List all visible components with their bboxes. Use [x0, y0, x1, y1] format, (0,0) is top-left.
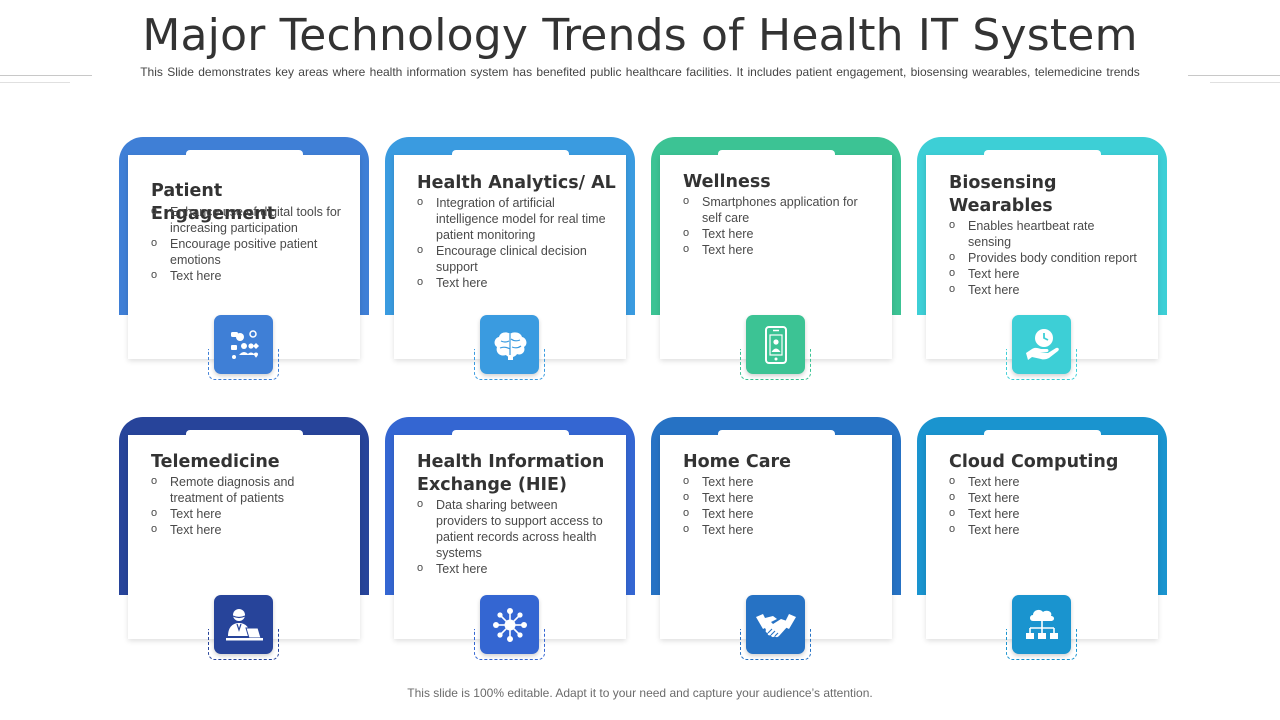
page-subtitle: This Slide demonstrates key areas where … [92, 65, 1188, 79]
card-telemedicine: Telemedicine Remote diagnosis and treatm… [119, 417, 369, 665]
bullet-item: Integration of artificial intelligence m… [417, 194, 607, 243]
bullet-item: Text here [683, 225, 873, 242]
card-tab [186, 150, 303, 156]
hand-clock-icon [1012, 315, 1071, 374]
card-title: Wellness [683, 172, 771, 192]
bullet-item: Text here [949, 505, 1139, 522]
card-title: Cloud Computing [949, 452, 1119, 472]
divider-line-lower-right [1210, 82, 1280, 83]
dashed-bracket [1006, 349, 1077, 380]
smartphone-profile-icon [746, 315, 805, 374]
bullet-item: Encourage positive patient emotions [151, 235, 341, 268]
dashed-bracket [474, 349, 545, 380]
bullet-item: Text here [949, 521, 1139, 538]
card-title: Telemedicine [151, 452, 280, 472]
card-tab [452, 150, 569, 156]
network-hub-icon [480, 595, 539, 654]
card-wellness: Wellness Smartphones application for sel… [651, 137, 901, 385]
card-tab [718, 430, 835, 436]
card-tab [984, 430, 1101, 436]
card-title: Health Analytics/ AL [417, 173, 616, 193]
bullet-item: Text here [417, 560, 607, 577]
dashed-bracket [1006, 629, 1077, 660]
handshake-icon [746, 595, 805, 654]
bullet-item: Enables heartbeat rate sensing [949, 217, 1139, 250]
dashed-bracket [740, 629, 811, 660]
dashed-bracket [208, 349, 279, 380]
dashed-bracket [474, 629, 545, 660]
card-patient-engagement: Patient Engagement Enhance use of digita… [119, 137, 369, 385]
dashed-bracket [740, 349, 811, 380]
card-title: Biosensing Wearables [949, 173, 1057, 216]
bullet-item: Remote diagnosis and treatment of patien… [151, 473, 341, 506]
card-tab [452, 430, 569, 436]
bullet-item: Data sharing between providers to suppor… [417, 496, 607, 561]
card-title: Health Information Exchange (HIE) [417, 452, 605, 495]
bullet-item: Text here [151, 267, 341, 284]
bullet-item: Smartphones application for self care [683, 193, 873, 226]
dashed-bracket [208, 629, 279, 660]
bullet-item: Text here [151, 505, 341, 522]
card-bullets: Enhance use of digital tools for increas… [151, 203, 341, 284]
brain-icon [480, 315, 539, 374]
bullet-item: Text here [683, 505, 873, 522]
bullet-item: Text here [417, 274, 607, 291]
bullet-item: Text here [949, 473, 1139, 490]
social-network-icon [214, 315, 273, 374]
card-biosensing-wearables: Biosensing Wearables Enables heartbeat r… [917, 137, 1167, 385]
card-tab [186, 430, 303, 436]
card-health-information-exchange: Health Information Exchange (HIE) Data s… [385, 417, 635, 665]
bullet-item: Text here [683, 241, 873, 258]
card-cloud-computing: Cloud Computing Text here Text here Text… [917, 417, 1167, 665]
card-bullets: Text here Text here Text here Text here [949, 473, 1139, 538]
card-bullets: Enables heartbeat rate sensing Provides … [949, 217, 1139, 298]
card-health-analytics: Health Analytics/ AL Integration of arti… [385, 137, 635, 385]
card-title: Home Care [683, 452, 792, 472]
bullet-item: Text here [683, 489, 873, 506]
bullet-item: Text here [683, 521, 873, 538]
card-bullets: Data sharing between providers to suppor… [417, 496, 607, 577]
doctor-laptop-icon [214, 595, 273, 654]
card-tab [718, 150, 835, 156]
card-bullets: Remote diagnosis and treatment of patien… [151, 473, 341, 538]
bullet-item: Text here [949, 265, 1139, 282]
divider-line-lower-left [0, 82, 70, 83]
card-bullets: Integration of artificial intelligence m… [417, 194, 607, 291]
card-home-care: Home Care Text here Text here Text here … [651, 417, 901, 665]
card-bullets: Smartphones application for self care Te… [683, 193, 873, 258]
footer-note: This slide is 100% editable. Adapt it to… [407, 686, 873, 700]
bullet-item: Enhance use of digital tools for increas… [151, 203, 341, 236]
bullet-item: Text here [949, 489, 1139, 506]
card-bullets: Text here Text here Text here Text here [683, 473, 873, 538]
bullet-item: Provides body condition report [949, 249, 1139, 266]
bullet-item: Text here [683, 473, 873, 490]
cloud-network-icon [1012, 595, 1071, 654]
bullet-item: Text here [949, 281, 1139, 298]
card-tab [984, 150, 1101, 156]
bullet-item: Encourage clinical decision support [417, 242, 607, 275]
page-title: Major Technology Trends of Health IT Sys… [142, 10, 1138, 61]
bullet-item: Text here [151, 521, 341, 538]
